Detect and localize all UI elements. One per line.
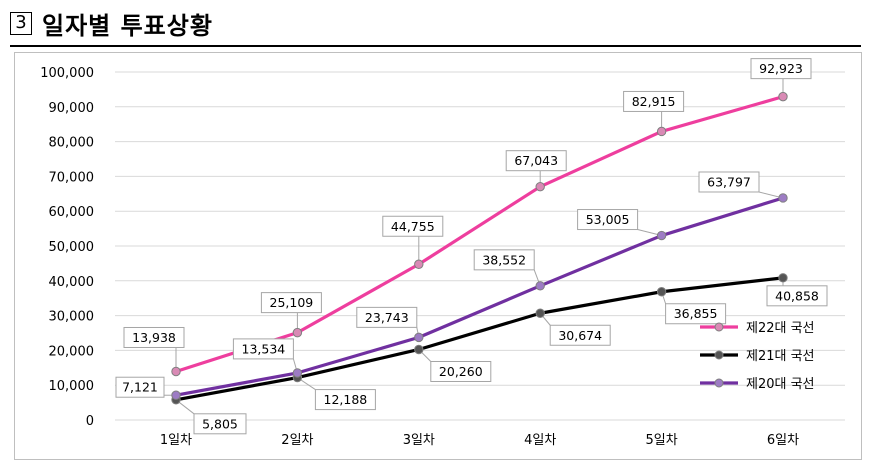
section-title: 일자별 투표상황 (42, 11, 213, 40)
data-label: 12,188 (324, 392, 368, 407)
data-label: 5,805 (202, 416, 238, 431)
data-labels: 13,938 25,109 44,755 67,043 82,915 92,923 5,80… (115, 58, 828, 435)
data-point (656, 126, 667, 137)
y-tick-label: 90,000 (49, 101, 95, 116)
data-label: 7,121 (122, 380, 158, 395)
series-line (175, 196, 784, 397)
data-point (535, 281, 545, 291)
data-label-box (473, 249, 535, 271)
data-label: 53,005 (586, 212, 630, 227)
data-label-box (260, 292, 322, 314)
data-label-box (314, 389, 376, 411)
legend-label: 제22대 국선 (746, 321, 815, 336)
data-label: 30,674 (558, 328, 602, 343)
legend-marker (714, 350, 724, 360)
data-label-box (766, 285, 828, 307)
data-point (414, 259, 424, 269)
section-heading: 3 일자별 투표상황 (10, 6, 213, 40)
y-tick-label: 30,000 (49, 310, 95, 325)
data-point (535, 308, 545, 318)
data-label: 38,552 (482, 252, 526, 267)
data-label-box (193, 413, 247, 435)
data-label: 13,938 (132, 330, 176, 345)
data-label: 40,858 (775, 288, 819, 303)
y-tick-label: 70,000 (49, 170, 95, 185)
data-point (656, 230, 667, 241)
y-tick-label: 20,000 (49, 344, 95, 359)
data-point (414, 344, 424, 355)
data-label: 25,109 (270, 295, 314, 310)
data-label-box (115, 376, 165, 398)
data-label-box (549, 324, 611, 346)
y-tick-label: 50,000 (49, 240, 95, 255)
data-label-box (623, 90, 685, 112)
data-label-box (356, 306, 418, 328)
x-tick-label: 2일차 (281, 433, 313, 448)
y-tick-label: 100,000 (40, 66, 94, 81)
data-label-box (232, 338, 294, 360)
legend-label: 제21대 국선 (746, 349, 815, 364)
data-label: 63,797 (707, 174, 751, 189)
data-label: 13,534 (242, 341, 286, 356)
heading-divider (10, 45, 861, 47)
data-label: 92,923 (759, 61, 803, 76)
y-tick-label: 10,000 (49, 379, 95, 394)
data-label-box (698, 171, 760, 193)
y-tick-label: 0 (86, 414, 94, 429)
data-label-box (382, 215, 444, 237)
data-point (292, 368, 303, 378)
series-line (175, 276, 784, 402)
data-label-box (665, 303, 727, 325)
legend-marker (714, 322, 724, 332)
data-label: 82,915 (632, 94, 676, 109)
x-tick-label: 1일차 (160, 433, 192, 448)
chart-frame (14, 52, 862, 460)
data-label-box (750, 58, 812, 80)
x-tick-label: 6일차 (767, 433, 799, 448)
data-label-box (505, 150, 567, 172)
y-axis-ticks: 0 10,000 20,000 30,000 40,000 50,000 60,000 70,… (40, 66, 94, 429)
x-tick-label: 5일차 (645, 433, 677, 448)
data-point (292, 327, 303, 338)
data-point (171, 366, 181, 377)
data-label: 44,755 (391, 219, 435, 234)
data-point (778, 273, 788, 283)
data-point (778, 193, 788, 203)
x-axis-ticks: 1일차 2일차 3일차 4일차 5일차 6일차 (160, 433, 799, 448)
series-markers (171, 91, 788, 405)
data-label: 23,743 (365, 310, 409, 325)
y-tick-label: 40,000 (49, 275, 95, 290)
data-label-box (123, 326, 185, 348)
x-tick-label: 4일차 (524, 433, 556, 448)
y-tick-label: 60,000 (49, 205, 95, 220)
data-point (414, 332, 424, 343)
legend-marker (714, 378, 724, 388)
data-point (656, 287, 667, 297)
data-label-box (430, 360, 492, 382)
data-label: 36,855 (674, 306, 718, 321)
section-number: 3 (10, 11, 32, 35)
legend-label: 제20대 국선 (746, 377, 815, 392)
data-label: 67,043 (514, 153, 558, 168)
data-point (778, 91, 788, 102)
data-point (535, 181, 545, 192)
data-point (171, 390, 181, 400)
x-tick-label: 3일차 (403, 433, 435, 448)
y-tick-label: 80,000 (49, 136, 95, 151)
data-label-box (577, 209, 639, 231)
data-label: 20,260 (439, 364, 483, 379)
